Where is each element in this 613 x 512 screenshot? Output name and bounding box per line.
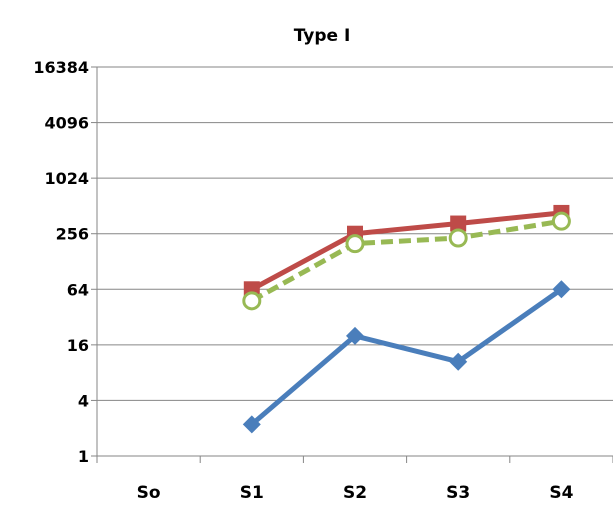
series-1-line <box>250 287 563 427</box>
y-tick-label-4: 4 <box>78 391 89 410</box>
series-1-point-s1 <box>242 415 261 434</box>
series-1-point-s3 <box>449 352 468 371</box>
series-1-point-s2 <box>346 326 364 345</box>
y-tick-label-64: 64 <box>67 280 89 299</box>
x-tick-label-s3: S3 <box>446 483 470 503</box>
series-2-line <box>250 210 562 292</box>
y-tick-label-1: 1 <box>78 447 89 466</box>
y-tick-label-4096: 4096 <box>44 114 89 133</box>
y-tick-label-16: 16 <box>67 336 89 355</box>
series-2-point-s3 <box>450 215 467 232</box>
series-3-point-s4 <box>551 211 571 231</box>
series-3-line <box>250 218 562 303</box>
series-group <box>242 204 571 434</box>
x-tick-label-s4: S4 <box>549 483 573 503</box>
series-3-point-s3 <box>448 228 468 248</box>
y-axis-tick-labels: 1 4 16 64 256 1024 4096 16384 <box>33 58 89 466</box>
chart-title: Type I <box>294 26 351 46</box>
series-3-point-s2 <box>345 234 365 254</box>
x-axis-tick-labels: So S1 S2 S3 S4 <box>137 483 574 503</box>
gridlines <box>97 66 613 401</box>
y-tick-label-256: 256 <box>56 225 89 244</box>
series-3-point-s1 <box>242 291 262 311</box>
y-tick-label-16384: 16384 <box>33 58 89 77</box>
x-tick-label-s1: S1 <box>240 483 264 503</box>
x-tick-label-s0: So <box>137 483 161 503</box>
y-tick-label-1024: 1024 <box>44 169 89 188</box>
x-tick-label-s2: S2 <box>343 483 367 503</box>
axes <box>91 66 613 463</box>
series-1-point-s4 <box>552 280 571 299</box>
